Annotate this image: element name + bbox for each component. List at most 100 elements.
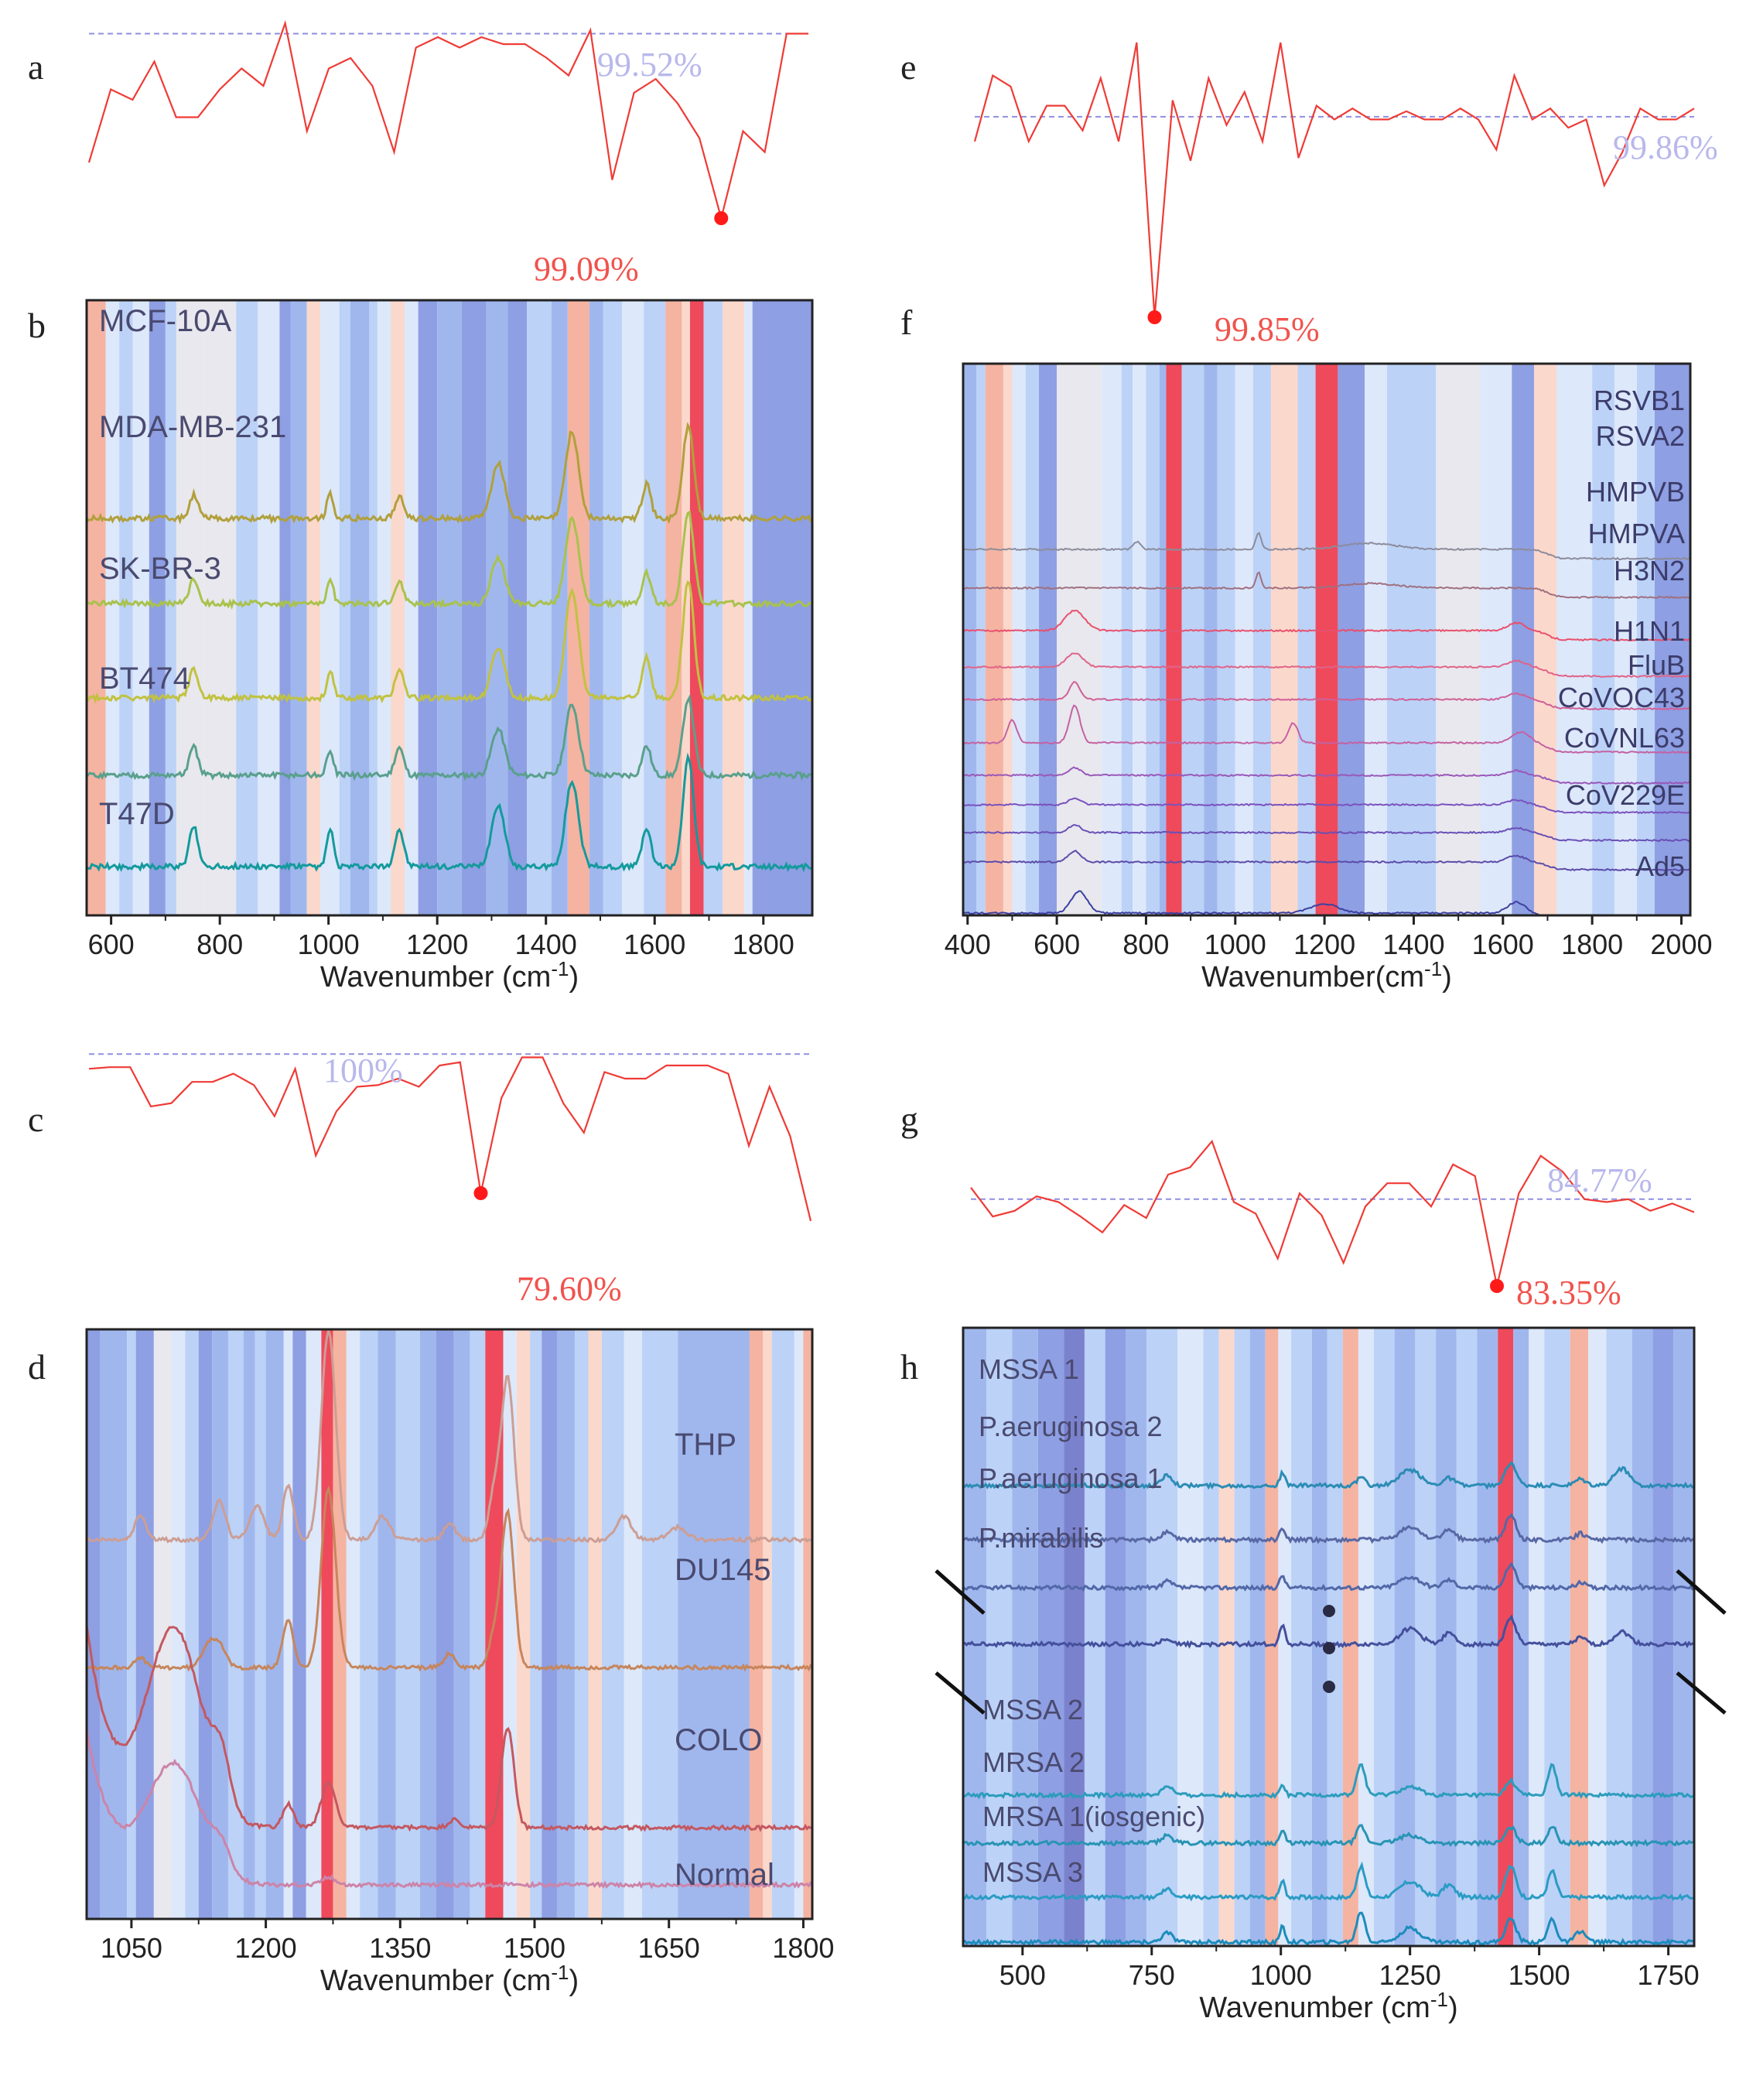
- x-axis-label-tail-f: ): [1442, 961, 1452, 994]
- band-d: [794, 1329, 804, 1919]
- band-f: [963, 364, 977, 915]
- band-f: [1204, 364, 1218, 915]
- band-h: [1234, 1328, 1250, 1946]
- band-d: [127, 1329, 136, 1919]
- x-axis-label-main-f: Wavenumber(cm: [1201, 961, 1424, 994]
- band-f: [1338, 364, 1365, 915]
- spectrum-line-thp: [87, 1329, 812, 1544]
- min-marker-g: [1490, 1279, 1504, 1293]
- band-h: [1498, 1328, 1514, 1946]
- plot-area-b: [87, 300, 812, 915]
- band-h: [1477, 1328, 1498, 1946]
- band-h: [1311, 1328, 1327, 1946]
- spectrum-line-hmpva: [963, 652, 1690, 679]
- band-f: [1534, 364, 1556, 915]
- spectrum-line-hmpvb: [963, 609, 1690, 642]
- plot-frame-b: [85, 299, 814, 917]
- band-d: [624, 1329, 642, 1919]
- band-h: [1652, 1328, 1674, 1946]
- band-d: [255, 1329, 266, 1919]
- band-f: [1480, 364, 1512, 915]
- x-tick-label-d: 1500: [504, 1932, 565, 1964]
- spectrum-line-p-aeruginosa-1: [963, 1561, 1694, 1592]
- plot-frame-f: [962, 362, 1692, 917]
- series-line-g: [970, 1139, 1695, 1287]
- band-b: [682, 300, 690, 915]
- band-f: [1039, 364, 1058, 915]
- band-b: [306, 300, 321, 915]
- x-tick-label-h: 750: [1129, 1959, 1175, 1991]
- band-b: [369, 300, 378, 915]
- band-b: [665, 300, 682, 915]
- band-b: [339, 300, 350, 915]
- spectrum-line-t47d: [87, 752, 812, 873]
- band-h: [1278, 1328, 1292, 1946]
- x-tick-label-h: 1250: [1379, 1959, 1441, 1991]
- ellipsis-dot: [1323, 1642, 1335, 1654]
- band-b: [486, 300, 508, 915]
- x-axis-label-tail-d: ): [569, 1965, 579, 1997]
- series-label-hmpva: HMPVA: [1588, 518, 1685, 549]
- band-b: [290, 300, 307, 915]
- spectrum-line-flub: [963, 766, 1690, 785]
- axis-break-mark: [935, 1671, 986, 1715]
- x-axis-label-f: Wavenumber(cm-1): [1201, 957, 1452, 994]
- x-tick-label-b: 600: [88, 929, 135, 960]
- series-label-covnl63: CoVNL63: [1564, 722, 1685, 754]
- panel-g-line-chart: 84.77% 83.35%: [970, 1139, 1695, 1312]
- panel-letter-h: h: [900, 1347, 918, 1387]
- panel-letter-d: d: [28, 1347, 46, 1387]
- band-f: [1101, 364, 1122, 915]
- spectrum-line-covnl63: [963, 823, 1690, 843]
- x-tick-label-f: 800: [1122, 929, 1169, 960]
- series-label-mssa-1: MSSA 1: [979, 1353, 1079, 1385]
- band-b: [622, 300, 644, 915]
- x-tick-label-d: 1350: [369, 1932, 431, 1964]
- series-label-p-aeruginosa-2: P.aeruginosa 2: [979, 1411, 1163, 1442]
- x-tick-label-h: 500: [999, 1959, 1046, 1991]
- panel-a-line-chart: 99.52% 99.09%: [87, 19, 809, 288]
- band-d: [153, 1329, 173, 1919]
- band-b: [644, 300, 666, 915]
- series-label-flub: FluB: [1628, 649, 1685, 681]
- x-tick-label-d: 1050: [101, 1932, 162, 1964]
- spectrum-line-mssa-2: [963, 1763, 1694, 1800]
- x-tick-label-f: 1800: [1561, 929, 1623, 960]
- panel-f-spectra-chart: 400 600 800 1000 1200 1400 1600 1800 2000 Wavenum…: [945, 362, 1713, 994]
- band-b: [703, 300, 723, 915]
- series-label-colo: COLO: [675, 1723, 762, 1757]
- band-h: [1513, 1328, 1529, 1946]
- band-d: [321, 1329, 333, 1919]
- band-d: [575, 1329, 589, 1919]
- band-f: [1217, 364, 1235, 915]
- band-d: [135, 1329, 154, 1919]
- band-b: [589, 300, 603, 915]
- band-f: [1133, 364, 1146, 915]
- spectrum-line-mrsa-1-iosgenic-: [963, 1861, 1694, 1902]
- band-b: [258, 300, 280, 915]
- x-tick-label-b: 1400: [515, 929, 577, 960]
- x-axis-label-sup-d: -1: [551, 1961, 569, 1984]
- series-line-a: [87, 19, 808, 222]
- spectrum-line-covoc43: [963, 797, 1690, 815]
- series-label-rsva2: RSVA2: [1596, 420, 1685, 452]
- series-label-mrsa-1-iosgenic-: MRSA 1(iosgenic): [982, 1801, 1205, 1832]
- band-d: [530, 1329, 542, 1919]
- band-d: [212, 1329, 228, 1919]
- band-d: [436, 1329, 454, 1919]
- band-h: [1544, 1328, 1570, 1946]
- band-b: [723, 300, 745, 915]
- min-marker-a: [714, 211, 729, 225]
- marker-label-g: 83.35%: [1516, 1274, 1621, 1312]
- band-d: [641, 1329, 678, 1919]
- band-f: [1012, 364, 1026, 915]
- x-tick-label-b: 800: [196, 929, 243, 960]
- band-h: [1373, 1328, 1395, 1946]
- series-label-bt474: BT474: [99, 662, 190, 696]
- x-axis-label-main-d: Wavenumber (cm: [320, 1965, 551, 1997]
- band-f: [1297, 364, 1316, 915]
- band-d: [100, 1329, 128, 1919]
- x-tick-label-f: 600: [1034, 929, 1080, 960]
- spectrum-line-sk-br-3: [87, 580, 812, 704]
- band-b: [176, 300, 204, 915]
